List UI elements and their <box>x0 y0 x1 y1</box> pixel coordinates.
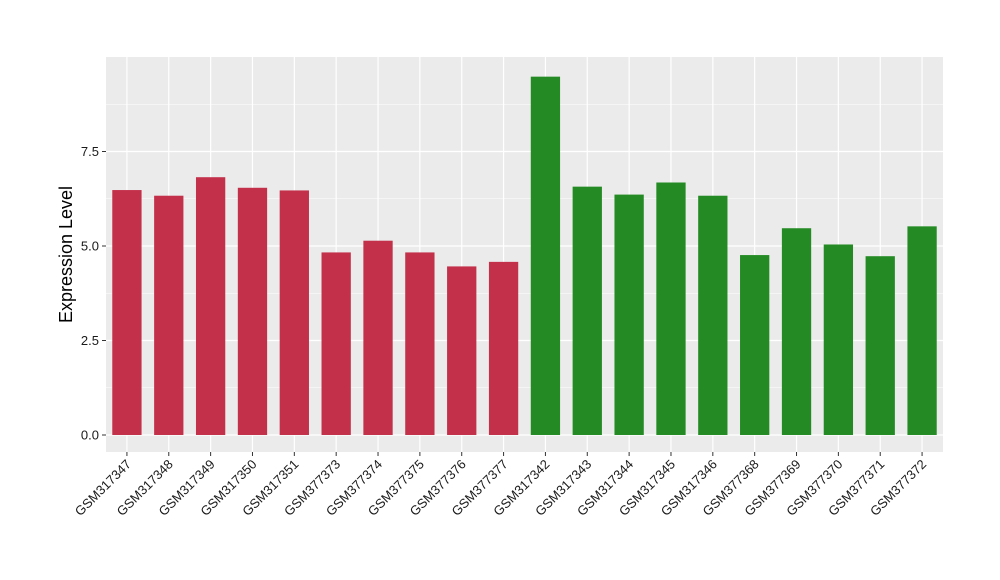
bar-gsm377376 <box>447 266 477 435</box>
bar-gsm377377 <box>488 261 519 435</box>
bar-gsm377373 <box>321 252 351 435</box>
plot-panel <box>106 57 943 452</box>
x-axis: GSM317347GSM317348GSM317349GSM317350GSM3… <box>72 452 929 519</box>
bar-gsm317348 <box>154 195 184 435</box>
bar-gsm377374 <box>363 240 393 435</box>
bar-gsm317342 <box>530 76 561 435</box>
y-tick-label: 5.0 <box>81 238 99 253</box>
bar-gsm377371 <box>865 256 895 435</box>
bar-gsm317349 <box>195 177 226 435</box>
bar-gsm317344 <box>614 194 644 435</box>
y-tick-label: 0.0 <box>81 427 99 442</box>
y-tick-label: 7.5 <box>81 144 99 159</box>
bar-gsm317343 <box>572 186 602 435</box>
bar-gsm377369 <box>781 228 812 435</box>
bar-gsm377370 <box>823 244 854 435</box>
bar-gsm317346 <box>698 195 728 435</box>
bar-gsm377368 <box>740 255 770 435</box>
y-axis: 0.0 2.5 5.0 7.5 <box>81 144 106 442</box>
bar-gsm317350 <box>237 187 268 435</box>
y-tick-label: 2.5 <box>81 333 99 348</box>
bar-gsm317345 <box>656 182 686 435</box>
y-axis-title: Expression Level <box>56 186 76 323</box>
bar-gsm377372 <box>907 226 937 435</box>
bar-gsm377375 <box>405 252 435 435</box>
bar-gsm317351 <box>279 190 309 435</box>
bar-gsm317347 <box>112 190 142 435</box>
bars <box>112 76 937 435</box>
